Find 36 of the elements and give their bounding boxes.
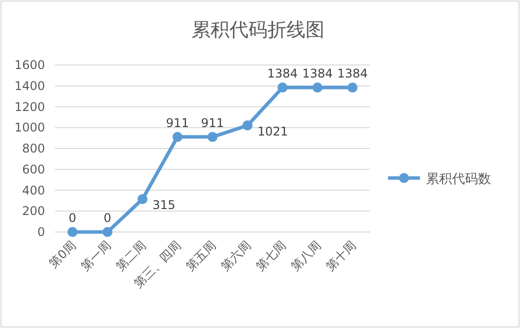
point	[102, 227, 112, 237]
point	[312, 82, 322, 93]
point	[68, 227, 78, 237]
data-label: 911	[201, 116, 224, 130]
data-label: 1384	[267, 66, 298, 81]
x-tick-label: 第一周	[78, 238, 114, 274]
y-tick-label: 1000	[14, 120, 45, 135]
x-tick-label: 第0周	[46, 238, 79, 270]
point	[208, 132, 218, 142]
y-tick-label: 400	[22, 183, 45, 198]
data-label: 0	[104, 211, 112, 225]
point	[172, 132, 182, 142]
data-label: 0	[68, 211, 76, 225]
chart-title: 累积代码折线图	[192, 19, 324, 41]
data-label: 1384	[302, 66, 333, 81]
point	[278, 82, 288, 93]
point	[242, 120, 252, 130]
data-label: 1384	[337, 66, 368, 81]
y-tick-label: 0	[37, 225, 45, 239]
data-label: 315	[152, 198, 176, 212]
y-tick-label: 200	[22, 204, 45, 218]
point	[348, 82, 358, 93]
point	[138, 194, 148, 204]
y-tick-label: 800	[22, 142, 45, 156]
x-tick-label: 第五周	[183, 238, 219, 274]
y-tick-label: 1400	[14, 78, 45, 93]
data-label: 1021	[258, 124, 288, 138]
x-tick-label: 第六周	[218, 238, 254, 274]
legend-label: 累积代码数	[426, 172, 491, 187]
x-tick-label: 第七周	[253, 238, 289, 274]
x-tick-label: 第十周	[323, 238, 359, 274]
y-tick-label: 1200	[14, 100, 45, 114]
x-tick-label: 第八周	[288, 238, 324, 274]
y-tick-label: 600	[22, 162, 45, 176]
y-tick-label: 1600	[14, 58, 45, 72]
data-label: 911	[166, 116, 189, 130]
